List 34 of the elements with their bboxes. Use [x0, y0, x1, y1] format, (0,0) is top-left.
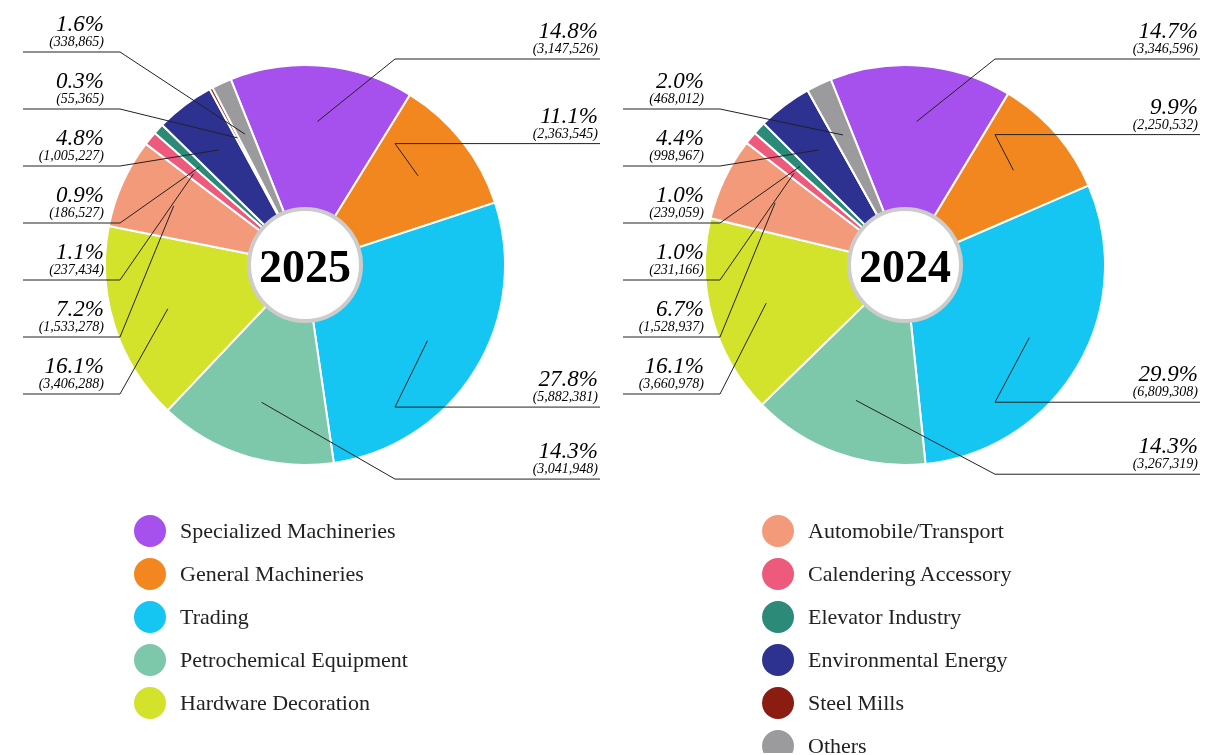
data-label: 7.2% (1,533,278) [38, 296, 105, 335]
legend-label: Steel Mills [808, 690, 904, 715]
data-label: 14.7% (3,346,596) [1132, 18, 1199, 57]
legend-label: Hardware Decoration [180, 690, 370, 715]
data-label: 14.3% (3,267,319) [1132, 433, 1199, 473]
legend-label: General Machineries [180, 561, 364, 586]
slice-label: 2024 [859, 241, 951, 292]
data-label: 11.1% (2,363,545) [532, 102, 599, 142]
data-label: 4.8% (1,005,227) [38, 125, 105, 164]
legend-label: Calendering Accessory [808, 561, 1012, 586]
legend-label: Environmental Energy [808, 647, 1008, 672]
data-label: 14.3% (3,041,948) [532, 438, 599, 478]
data-label: 29.9% (6,809,308) [1132, 361, 1199, 401]
data-label: 27.8% (5,882,381) [532, 366, 599, 406]
data-label: 2.0% (468,012) [649, 68, 705, 107]
legend-label: Specialized Machineries [180, 518, 396, 543]
legend-label: Petrochemical Equipment [180, 647, 408, 672]
data-label: 9.9% (2,250,532) [1132, 93, 1199, 133]
legend-label: Automobile/Transport [808, 518, 1004, 543]
data-label: 14.8% (3,147,526) [532, 18, 599, 57]
data-label: 1.6% (338,865) [49, 11, 105, 50]
legend-label: Others [808, 733, 867, 755]
data-label: 16.1% (3,406,288) [38, 353, 105, 392]
data-label: 0.3% (55,365) [56, 68, 105, 107]
data-label: 4.4% (998,967) [649, 125, 705, 164]
data-label: 6.7% (1,528,937) [638, 296, 705, 335]
data-label: 16.1% (3,660,978) [638, 353, 705, 392]
slice-label: 2025 [259, 241, 351, 292]
data-label: 1.0% (239,059) [649, 182, 705, 221]
data-label: 0.9% (186,527) [49, 182, 105, 221]
legend-label: Elevator Industry [808, 604, 962, 629]
legend-label: Trading [180, 604, 249, 629]
data-label: 1.0% (231,166) [649, 239, 705, 278]
data-label: 1.1% (237,434) [49, 239, 105, 278]
